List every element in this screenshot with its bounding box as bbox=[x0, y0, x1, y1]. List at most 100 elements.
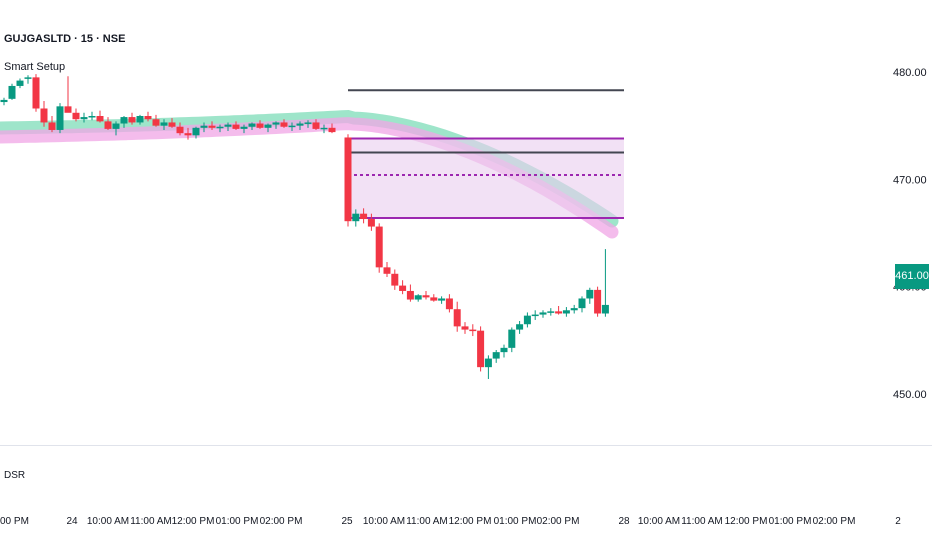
candle bbox=[80, 117, 88, 120]
candle bbox=[128, 117, 136, 123]
x-tick-label: 02:00 PM bbox=[537, 516, 580, 527]
x-tick-label: 12:00 PM bbox=[172, 516, 215, 527]
candle bbox=[523, 315, 531, 325]
candle bbox=[383, 267, 391, 274]
candle bbox=[24, 77, 32, 79]
candle bbox=[539, 312, 547, 315]
candle bbox=[594, 289, 602, 314]
candle bbox=[104, 121, 112, 129]
candle bbox=[375, 226, 383, 268]
sub-pane-label: DSR bbox=[4, 470, 26, 481]
candle bbox=[601, 304, 609, 314]
candle bbox=[224, 124, 232, 127]
candle bbox=[8, 85, 16, 99]
x-tick-label: 01:00 PM bbox=[494, 516, 537, 527]
x-tick-label: 24 bbox=[66, 516, 78, 527]
candle bbox=[160, 122, 168, 126]
candle bbox=[578, 298, 586, 309]
candle bbox=[445, 298, 453, 310]
candle bbox=[208, 125, 216, 128]
candle bbox=[120, 117, 128, 124]
candle bbox=[570, 308, 578, 311]
candle bbox=[367, 219, 375, 227]
candle bbox=[516, 324, 524, 330]
candle bbox=[192, 127, 200, 136]
candle bbox=[136, 116, 144, 123]
x-tick-label: 00 PM bbox=[0, 516, 29, 527]
x-tick-label: 10:00 AM bbox=[87, 516, 129, 527]
candle bbox=[304, 122, 312, 124]
y-tick-label: 450.00 bbox=[893, 389, 927, 401]
x-tick-label: 12:00 PM bbox=[725, 516, 768, 527]
candle bbox=[216, 126, 224, 129]
candle bbox=[461, 326, 469, 330]
candle bbox=[414, 295, 422, 300]
candle bbox=[232, 124, 240, 129]
y-tick-label: 480.00 bbox=[893, 67, 927, 79]
x-tick-label: 10:00 AM bbox=[638, 516, 680, 527]
indicator-name[interactable]: Smart Setup bbox=[4, 61, 66, 73]
candle bbox=[469, 329, 477, 332]
x-tick-label: 01:00 PM bbox=[216, 516, 259, 527]
candle bbox=[112, 123, 120, 129]
candle bbox=[430, 297, 438, 301]
candle bbox=[531, 314, 539, 317]
candle bbox=[562, 310, 570, 314]
candle bbox=[360, 213, 368, 220]
candle bbox=[168, 122, 176, 127]
candle bbox=[586, 289, 594, 299]
candle bbox=[438, 298, 446, 301]
candle bbox=[328, 127, 336, 133]
candle bbox=[352, 213, 360, 222]
candle bbox=[477, 330, 485, 368]
candle bbox=[16, 80, 24, 86]
candle bbox=[56, 106, 64, 130]
candle bbox=[96, 116, 104, 122]
candle bbox=[264, 124, 272, 128]
current-price-badge: 461.00 bbox=[895, 264, 929, 289]
candle bbox=[64, 106, 72, 113]
candle bbox=[280, 122, 288, 127]
candle bbox=[391, 273, 399, 286]
candle bbox=[272, 122, 280, 125]
x-tick-label: 10:00 AM bbox=[363, 516, 405, 527]
candle bbox=[547, 311, 555, 313]
x-tick-label: 25 bbox=[341, 516, 353, 527]
candle bbox=[240, 126, 248, 129]
y-tick-label: 470.00 bbox=[893, 174, 927, 186]
candle bbox=[152, 119, 160, 126]
candle bbox=[200, 125, 208, 128]
x-tick-label: 11:00 AM bbox=[406, 516, 448, 527]
x-tick-label: 11:00 AM bbox=[681, 516, 723, 527]
x-tick-label: 11:00 AM bbox=[130, 516, 172, 527]
candle bbox=[422, 295, 430, 298]
candle bbox=[176, 126, 184, 134]
candle bbox=[344, 137, 352, 222]
symbol-title[interactable]: GUJGASLTD · 15 · NSE bbox=[4, 33, 126, 45]
x-tick-label: 01:00 PM bbox=[769, 516, 812, 527]
candle bbox=[256, 123, 264, 128]
candle bbox=[312, 122, 320, 129]
zone-fill bbox=[348, 138, 624, 218]
candle bbox=[88, 116, 96, 118]
candle bbox=[406, 290, 414, 300]
x-tick-label: 02:00 PM bbox=[813, 516, 856, 527]
candle bbox=[399, 285, 407, 291]
candle bbox=[48, 122, 56, 130]
candle bbox=[500, 347, 508, 353]
candle bbox=[484, 358, 492, 368]
x-tick-label: 2 bbox=[895, 516, 901, 527]
candle bbox=[40, 108, 48, 123]
candle bbox=[288, 125, 296, 128]
candle bbox=[72, 112, 80, 120]
candle bbox=[0, 99, 8, 103]
pane-divider[interactable] bbox=[0, 445, 932, 446]
candle bbox=[296, 123, 304, 126]
x-tick-label: 28 bbox=[618, 516, 630, 527]
x-tick-label: 02:00 PM bbox=[260, 516, 303, 527]
candle bbox=[492, 352, 500, 359]
candle bbox=[144, 116, 152, 120]
candle bbox=[555, 311, 563, 314]
candle bbox=[320, 127, 328, 130]
